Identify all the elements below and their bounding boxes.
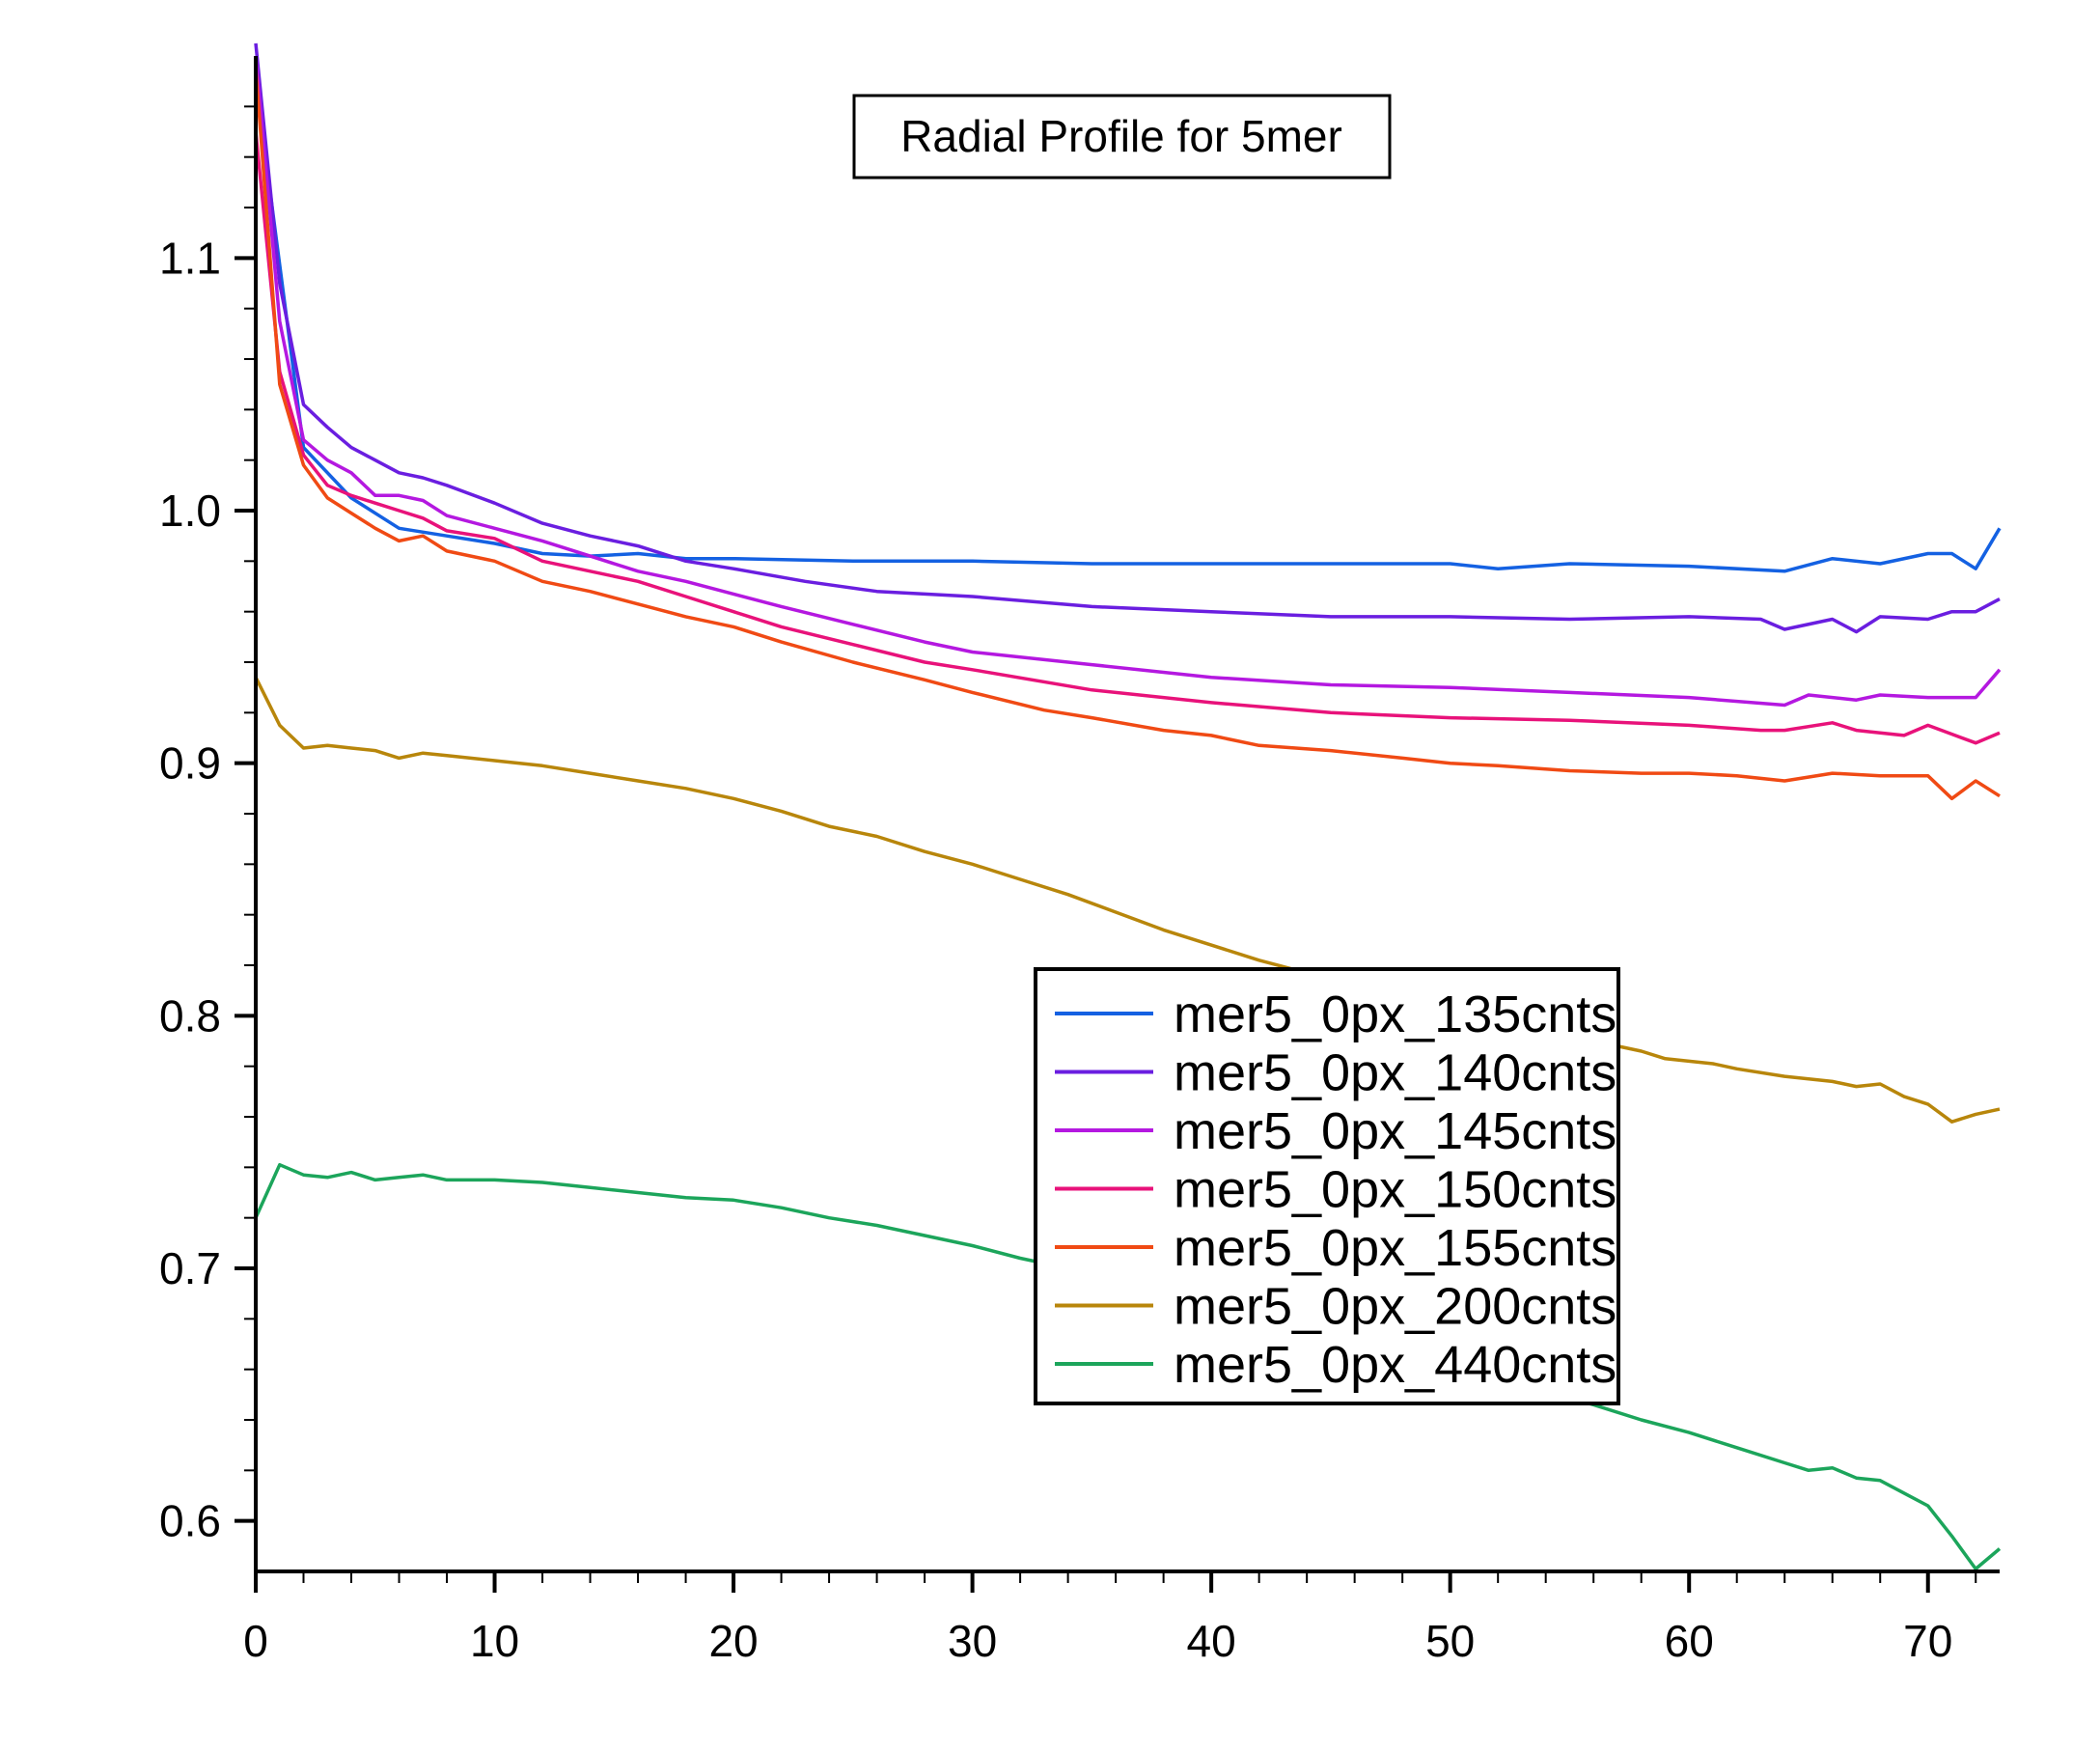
x-tick-label: 50 xyxy=(1425,1616,1475,1666)
y-tick-label: 1.1 xyxy=(159,233,221,283)
x-tick-label: 40 xyxy=(1187,1616,1236,1666)
legend: mer5_0px_135cntsmer5_0px_140cntsmer5_0px… xyxy=(1034,967,1620,1405)
y-tick-label: 0.7 xyxy=(159,1243,221,1293)
y-tick-label: 0.9 xyxy=(159,738,221,789)
series-line-mer5-0px-145cnts xyxy=(254,55,2002,708)
legend-frame xyxy=(1034,967,1620,1405)
x-tick-label: 70 xyxy=(1903,1616,1952,1666)
series-line-mer5-0px-140cnts xyxy=(254,42,2001,634)
series-line-mer5-0px-200cnts xyxy=(254,676,2001,1124)
legend-label-mer5-0px-145cnts: mer5_0px_145cnts xyxy=(1174,1102,1616,1160)
series-line-mer5-0px-155cnts xyxy=(254,68,2001,801)
y-tick-label: 0.6 xyxy=(159,1496,221,1546)
x-tick-label: 0 xyxy=(243,1616,268,1666)
legend-label-mer5-0px-140cnts: mer5_0px_140cnts xyxy=(1174,1044,1616,1102)
axes-layer: 0.6 0.7 0.8 0.9 1.0 1.1 0 10 20 30 40 50 60 70 xyxy=(159,56,2000,1666)
chart-title: Radial Profile for 5mer xyxy=(900,111,1342,161)
chart-title-box: Radial Profile for 5mer xyxy=(852,94,1392,180)
legend-label-mer5-0px-150cnts: mer5_0px_150cnts xyxy=(1174,1161,1616,1219)
legend-label-mer5-0px-135cnts: mer5_0px_135cnts xyxy=(1174,986,1616,1043)
x-tick-label: 10 xyxy=(470,1616,519,1666)
x-tick-label: 30 xyxy=(948,1616,997,1666)
series-layer xyxy=(254,42,2002,1571)
x-tick-label: 20 xyxy=(708,1616,758,1666)
series-line-mer5-0px-135cnts xyxy=(254,80,2002,573)
chart-title-frame xyxy=(852,94,1392,180)
legend-label-mer5-0px-440cnts: mer5_0px_440cnts xyxy=(1174,1336,1616,1394)
series-line-mer5-0px-150cnts xyxy=(254,131,2001,745)
y-tick-label: 1.0 xyxy=(159,486,221,536)
legend-label-mer5-0px-155cnts: mer5_0px_155cnts xyxy=(1174,1219,1616,1277)
x-tick-label: 60 xyxy=(1665,1616,1714,1666)
y-tick-label: 0.8 xyxy=(159,990,221,1041)
legend-label-mer5-0px-200cnts: mer5_0px_200cnts xyxy=(1174,1278,1616,1336)
